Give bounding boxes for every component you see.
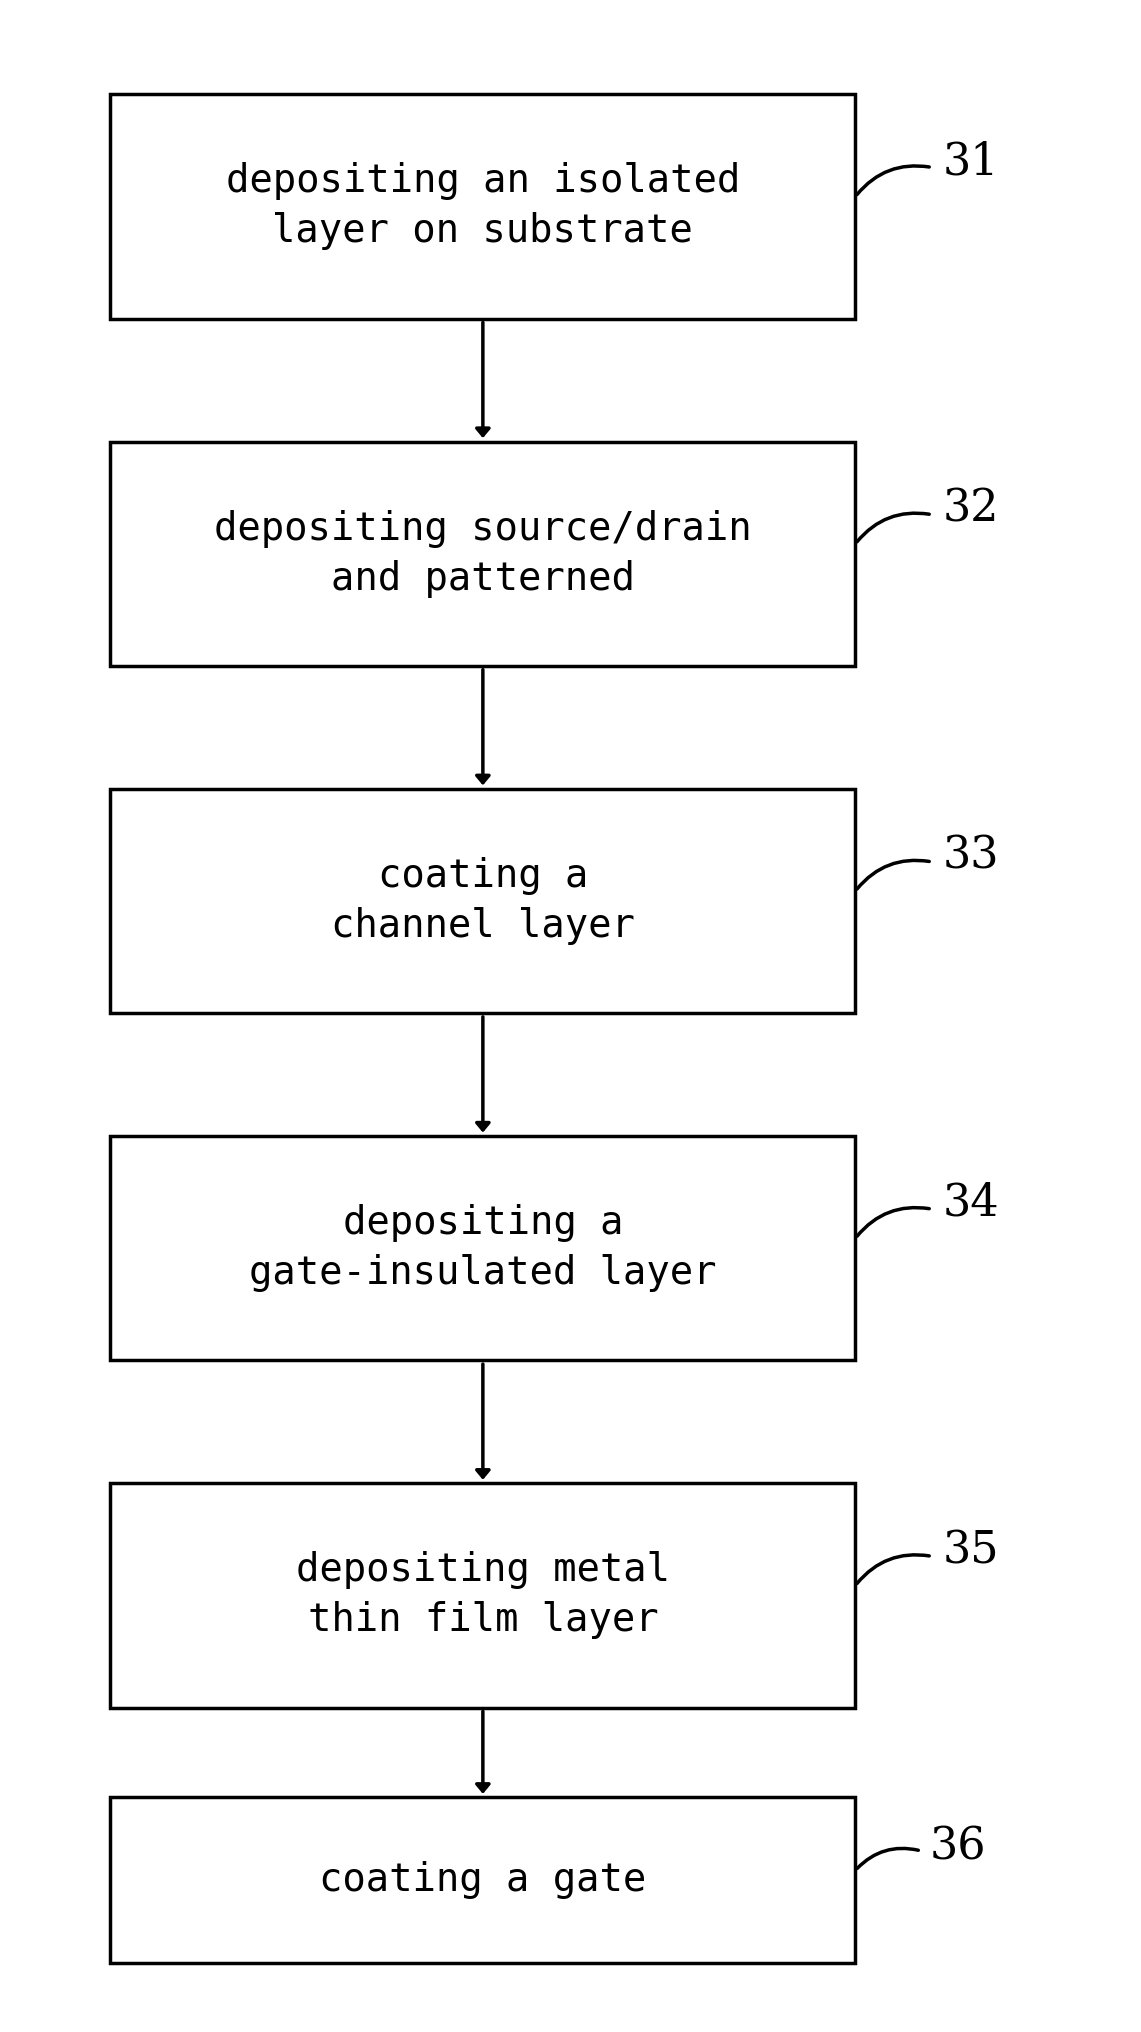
Text: 36: 36 xyxy=(930,1825,986,1869)
Text: 32: 32 xyxy=(942,488,1000,530)
Text: coating a gate: coating a gate xyxy=(319,1861,647,1900)
Text: coating a
channel layer: coating a channel layer xyxy=(331,858,634,945)
Bar xyxy=(111,1136,856,1359)
Text: 31: 31 xyxy=(942,140,1000,183)
Text: 34: 34 xyxy=(942,1183,1000,1225)
Text: depositing a
gate-insulated layer: depositing a gate-insulated layer xyxy=(249,1205,717,1292)
Text: 35: 35 xyxy=(942,1528,1000,1573)
Text: depositing an isolated
layer on substrate: depositing an isolated layer on substrat… xyxy=(226,163,741,250)
Bar xyxy=(111,441,856,666)
Bar xyxy=(111,93,856,319)
Bar xyxy=(111,1483,856,1707)
Text: 33: 33 xyxy=(942,835,1000,878)
Text: depositing metal
thin film layer: depositing metal thin film layer xyxy=(296,1550,670,1640)
Bar xyxy=(111,788,856,1014)
Bar xyxy=(111,1796,856,1963)
Text: depositing source/drain
and patterned: depositing source/drain and patterned xyxy=(215,510,752,597)
